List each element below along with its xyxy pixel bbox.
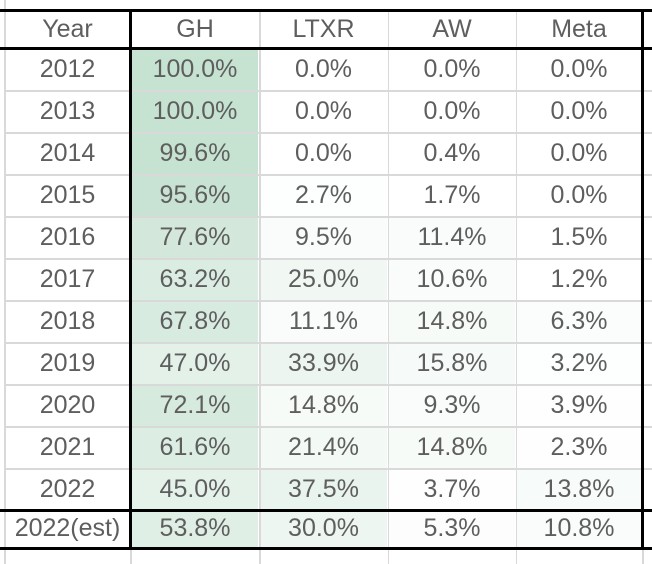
gridline-h: [4, 174, 652, 176]
year-cell[interactable]: 2017: [39, 264, 96, 293]
value-cell[interactable]: 99.6%: [132, 132, 258, 174]
value-cell[interactable]: 0.0%: [550, 138, 608, 167]
gridline-h: [4, 90, 652, 92]
table-border-vertical: [129, 9, 132, 550]
table-border-horizontal: [0, 9, 652, 12]
gridline-h: [4, 300, 652, 302]
value-cell[interactable]: 9.3%: [389, 384, 515, 426]
year-cell[interactable]: 2018: [39, 306, 96, 335]
table-border-horizontal: [0, 547, 652, 550]
gridline-h: [4, 384, 652, 386]
value-cell[interactable]: 14.8%: [260, 384, 387, 426]
gridline-h: [4, 216, 652, 218]
value-cell[interactable]: 0.0%: [423, 96, 481, 125]
gridline-h: [4, 342, 652, 344]
value-cell[interactable]: 3.7%: [389, 468, 515, 510]
value-cell[interactable]: 61.6%: [132, 426, 258, 468]
value-cell[interactable]: 2.7%: [260, 174, 387, 216]
value-cell[interactable]: 13.8%: [517, 468, 641, 510]
value-cell[interactable]: 5.3%: [389, 510, 515, 547]
value-cell[interactable]: 77.6%: [132, 216, 258, 258]
value-cell[interactable]: 0.0%: [295, 96, 352, 125]
value-cell[interactable]: 0.0%: [423, 54, 481, 83]
value-cell[interactable]: 0.0%: [550, 54, 608, 83]
gridline-v: [515, 12, 517, 564]
gridline-v: [4, 0, 6, 564]
value-cell[interactable]: 14.8%: [389, 426, 515, 468]
year-cell[interactable]: 2019: [39, 348, 96, 377]
value-cell[interactable]: 30.0%: [260, 510, 387, 547]
value-cell[interactable]: 9.5%: [260, 216, 387, 258]
header-cell-meta[interactable]: Meta: [551, 15, 607, 43]
value-cell[interactable]: 10.8%: [517, 510, 641, 547]
value-cell[interactable]: 63.2%: [132, 258, 258, 300]
table-border-horizontal: [0, 509, 652, 512]
header-cell-gh[interactable]: GH: [176, 15, 214, 43]
year-cell[interactable]: 2016: [39, 222, 96, 251]
value-cell[interactable]: 14.8%: [389, 300, 515, 342]
value-cell[interactable]: 11.4%: [389, 216, 515, 258]
value-cell[interactable]: 11.1%: [260, 300, 387, 342]
gridline-h: [4, 132, 652, 134]
value-cell[interactable]: 2.3%: [517, 426, 641, 468]
value-cell[interactable]: 53.8%: [132, 510, 258, 547]
value-cell[interactable]: 10.6%: [389, 258, 515, 300]
value-cell[interactable]: 0.0%: [295, 138, 352, 167]
header-cell-aw[interactable]: AW: [432, 15, 472, 43]
gridline-h: [4, 258, 652, 260]
year-cell[interactable]: 2013: [39, 96, 96, 125]
gridline-v: [642, 550, 644, 564]
value-cell[interactable]: 0.0%: [550, 180, 608, 209]
value-cell[interactable]: 45.0%: [132, 468, 258, 510]
year-cell[interactable]: 2014: [39, 138, 96, 167]
year-cell[interactable]: 2012: [39, 54, 96, 83]
table-border-horizontal: [0, 47, 652, 50]
value-cell[interactable]: 0.0%: [550, 96, 608, 125]
gridline-h: [4, 426, 652, 428]
header-cell-year[interactable]: Year: [42, 15, 93, 43]
value-cell[interactable]: 6.3%: [517, 300, 641, 342]
table-border-vertical: [641, 9, 644, 550]
gridline-v: [130, 550, 132, 564]
value-cell[interactable]: 21.4%: [260, 426, 387, 468]
year-cell[interactable]: 2021: [39, 432, 96, 461]
gridline-v: [387, 12, 389, 564]
year-cell[interactable]: 2022: [39, 474, 96, 503]
value-cell[interactable]: 72.1%: [132, 384, 258, 426]
gridline-h: [4, 468, 652, 470]
value-cell[interactable]: 37.5%: [260, 468, 387, 510]
value-cell[interactable]: 47.0%: [132, 342, 258, 384]
value-cell[interactable]: 1.2%: [550, 264, 608, 293]
value-cell[interactable]: 0.4%: [423, 138, 481, 167]
value-cell[interactable]: 33.9%: [260, 342, 387, 384]
value-cell[interactable]: 25.0%: [260, 258, 387, 300]
year-cell[interactable]: 2022(est): [14, 514, 121, 542]
year-cell[interactable]: 2015: [39, 180, 96, 209]
value-cell[interactable]: 95.6%: [132, 174, 258, 216]
year-cell[interactable]: 2020: [39, 390, 96, 419]
value-cell[interactable]: 15.8%: [389, 342, 515, 384]
value-cell[interactable]: 3.9%: [517, 384, 641, 426]
value-cell[interactable]: 1.5%: [550, 222, 608, 251]
header-cell-ltxr[interactable]: LTXR: [292, 15, 355, 43]
value-cell[interactable]: 3.2%: [517, 342, 641, 384]
value-cell[interactable]: 100.0%: [132, 48, 258, 90]
value-cell[interactable]: 67.8%: [132, 300, 258, 342]
value-cell[interactable]: 100.0%: [132, 90, 258, 132]
value-cell[interactable]: 0.0%: [295, 54, 352, 83]
gridline-v: [259, 12, 261, 564]
value-cell[interactable]: 1.7%: [423, 180, 481, 209]
